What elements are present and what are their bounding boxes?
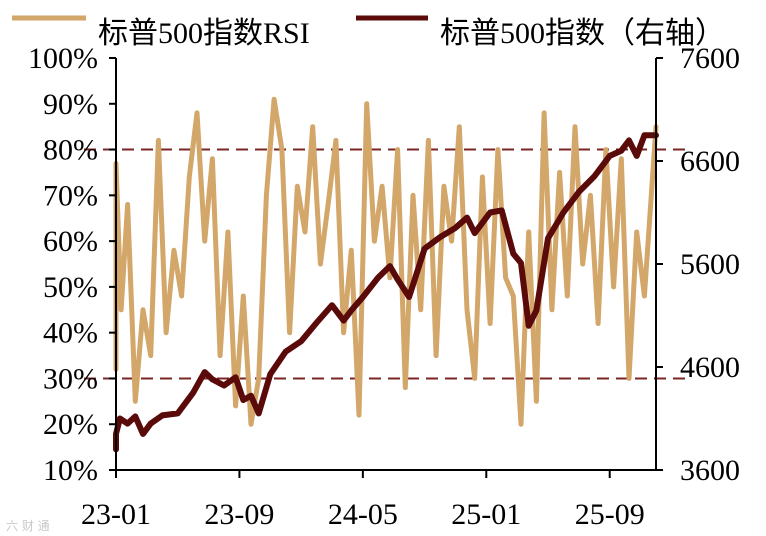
left-tick-label: 80% bbox=[43, 134, 98, 167]
series-line-rsi bbox=[113, 96, 659, 427]
axes bbox=[109, 57, 663, 478]
right-tick-label: 4600 bbox=[680, 351, 740, 384]
x-tick-label: 24-05 bbox=[328, 498, 398, 531]
x-tick-label: 25-09 bbox=[575, 498, 645, 531]
left-tick-label: 60% bbox=[43, 225, 98, 258]
left-tick-label: 40% bbox=[43, 317, 98, 350]
left-tick-label: 20% bbox=[43, 408, 98, 441]
reference-lines bbox=[84, 148, 690, 380]
series-line-index bbox=[113, 132, 659, 453]
x-tick-label: 23-01 bbox=[81, 498, 151, 531]
legend-label-index: 标普500指数（右轴） bbox=[440, 17, 725, 50]
left-axis-ticks: 100% 90% 80% 70% 60% 50% 40% 30% 20% 10% bbox=[28, 42, 98, 487]
right-axis-ticks: 7600 6600 5600 4600 3600 bbox=[680, 42, 740, 487]
right-tick-label: 3600 bbox=[680, 454, 740, 487]
left-tick-label: 50% bbox=[43, 271, 98, 304]
series-layer bbox=[113, 96, 659, 453]
left-tick-label: 90% bbox=[43, 88, 98, 121]
left-tick-label: 10% bbox=[43, 454, 98, 487]
left-tick-label: 70% bbox=[43, 179, 98, 212]
right-tick-label: 7600 bbox=[680, 42, 740, 75]
watermark: 六 财 通 bbox=[6, 519, 50, 533]
legend-label-rsi: 标普500指数RSI bbox=[98, 17, 310, 50]
right-tick-label: 5600 bbox=[680, 248, 740, 281]
left-tick-label: 30% bbox=[43, 362, 98, 395]
legend: 标普500指数RSI 标普500指数（右轴） bbox=[12, 15, 725, 50]
x-tick-label: 23-09 bbox=[204, 498, 274, 531]
left-tick-label: 100% bbox=[28, 42, 98, 75]
x-axis-ticks: 23-01 23-09 24-05 25-01 25-09 bbox=[81, 498, 645, 531]
x-tick-label: 25-01 bbox=[451, 498, 521, 531]
right-tick-label: 6600 bbox=[680, 145, 740, 178]
